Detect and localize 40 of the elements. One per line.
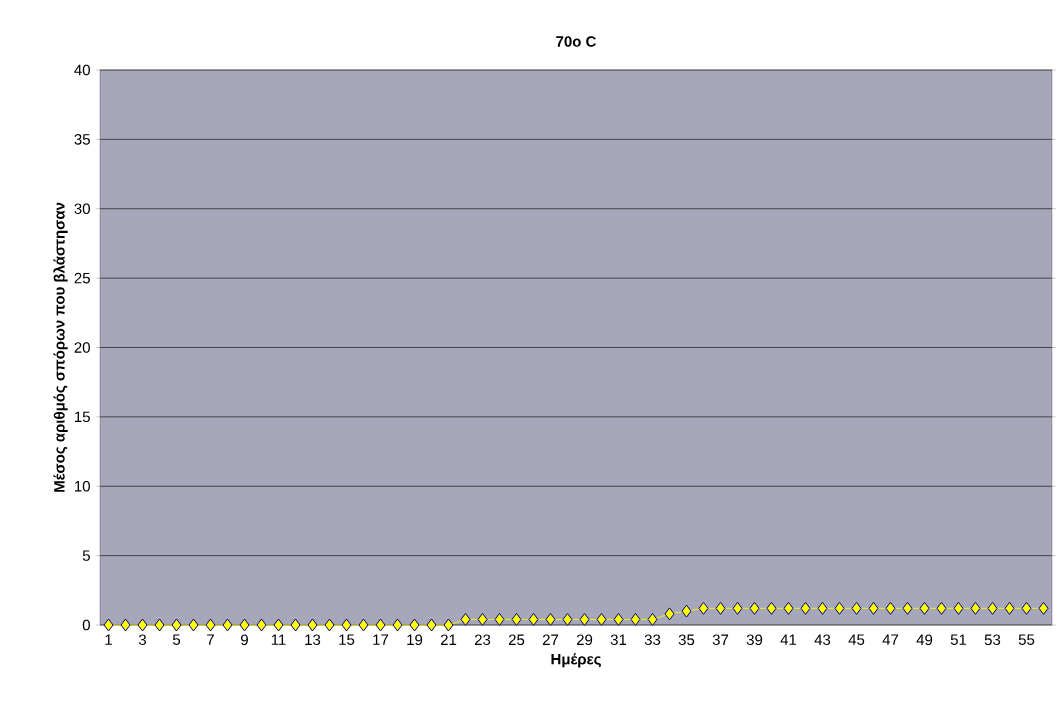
x-tick-label: 31 — [610, 634, 627, 646]
x-tick-label: 29 — [576, 634, 593, 646]
y-tick-label: 15 — [75, 411, 90, 423]
y-axis-title: Μέσος αριθμός σπόρων που βλάστησαν — [53, 202, 68, 492]
chart-title: 70o C — [556, 36, 596, 47]
x-tick-label: 13 — [305, 634, 321, 646]
y-tick-label: 0 — [82, 619, 90, 631]
y-tick-label: 20 — [74, 342, 90, 353]
x-tick-label: 5 — [172, 634, 181, 645]
x-tick-label: 41 — [780, 634, 797, 645]
x-tick-label: 47 — [882, 634, 899, 645]
x-tick-label: 43 — [814, 634, 831, 646]
x-tick-label: 27 — [542, 634, 559, 645]
x-tick-label: 37 — [712, 634, 729, 646]
x-tick-label: 17 — [373, 634, 389, 645]
x-tick-label: 23 — [474, 634, 491, 646]
x-tick-label: 25 — [508, 634, 525, 646]
x-tick-label: 49 — [916, 634, 933, 646]
x-tick-label: 39 — [746, 634, 763, 646]
x-tick-label: 55 — [1018, 634, 1035, 645]
x-tick-label: 53 — [984, 634, 1001, 646]
x-axis-title: Ημέρες — [551, 653, 601, 668]
x-tick-label: 7 — [207, 634, 214, 645]
y-tick-label: 35 — [74, 134, 90, 145]
x-tick-label: 45 — [848, 634, 865, 645]
x-tick-label: 15 — [339, 634, 355, 645]
x-tick-label: 3 — [138, 634, 147, 646]
y-tick-label: 30 — [74, 203, 90, 215]
x-tick-label: 11 — [271, 634, 286, 645]
x-tick-label: 21 — [440, 634, 457, 645]
y-tick-label: 25 — [74, 272, 90, 284]
x-tick-label: 9 — [241, 634, 248, 646]
x-tick-label: 1 — [105, 634, 112, 645]
y-tick-label: 40 — [74, 64, 90, 76]
y-tick-label: 5 — [82, 550, 90, 561]
x-tick-label: 33 — [644, 634, 661, 646]
y-tick-label: 10 — [75, 480, 90, 492]
x-tick-label: 35 — [678, 634, 695, 646]
x-tick-label: 19 — [407, 634, 423, 646]
x-tick-label: 51 — [950, 634, 967, 645]
